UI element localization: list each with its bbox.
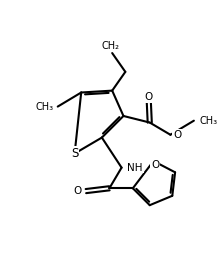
Text: NH: NH bbox=[127, 163, 143, 173]
Text: S: S bbox=[71, 147, 78, 160]
Text: O: O bbox=[151, 160, 160, 170]
Text: O: O bbox=[73, 186, 81, 196]
Text: O: O bbox=[173, 130, 182, 140]
Text: O: O bbox=[145, 92, 153, 102]
Text: CH₃: CH₃ bbox=[36, 102, 54, 112]
Text: CH₃: CH₃ bbox=[200, 116, 218, 126]
Text: CH₂: CH₂ bbox=[101, 41, 119, 52]
